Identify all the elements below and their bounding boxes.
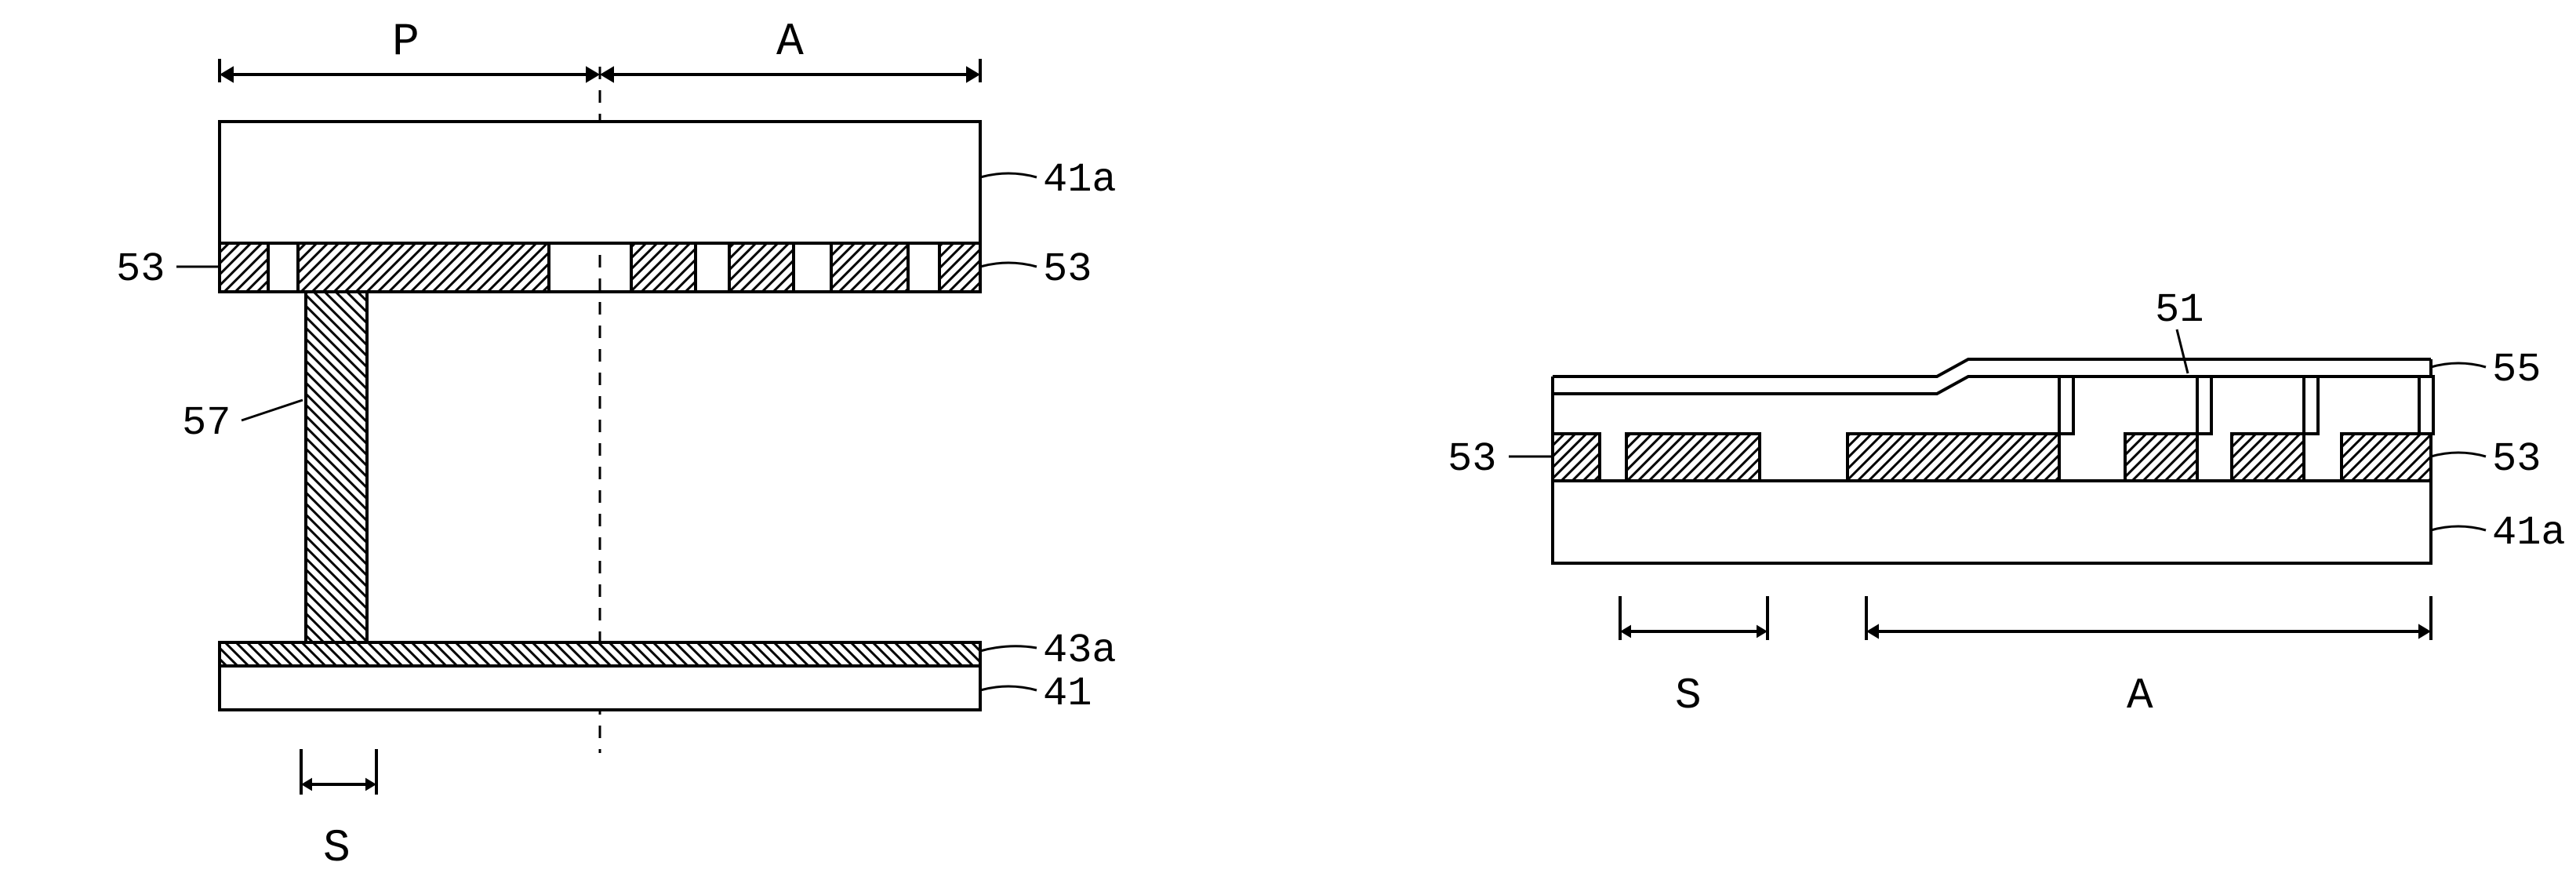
callout-41a-right: 41a <box>2492 510 2566 556</box>
label-P-left: P <box>392 17 420 68</box>
callout-51-right: 51 <box>2155 287 2204 333</box>
callout-53-right-r: 53 <box>2492 436 2541 482</box>
callout-41-left: 41 <box>1043 671 1092 717</box>
label-S-left: S <box>323 824 351 875</box>
callout-53-left-l: 53 <box>116 246 165 293</box>
callout-41a-left: 41a <box>1043 157 1117 203</box>
callout-57-left: 57 <box>182 400 231 446</box>
label-S-right: S <box>1675 671 1702 721</box>
callout-53-right-l: 53 <box>1448 436 1496 482</box>
callout-53-left-r: 53 <box>1043 246 1092 293</box>
diagram-canvas <box>0 0 2576 884</box>
label-A-left: A <box>776 17 804 68</box>
callout-55-right: 55 <box>2492 347 2541 393</box>
label-A-right: A <box>2127 671 2153 721</box>
callout-43a-left: 43a <box>1043 628 1117 674</box>
